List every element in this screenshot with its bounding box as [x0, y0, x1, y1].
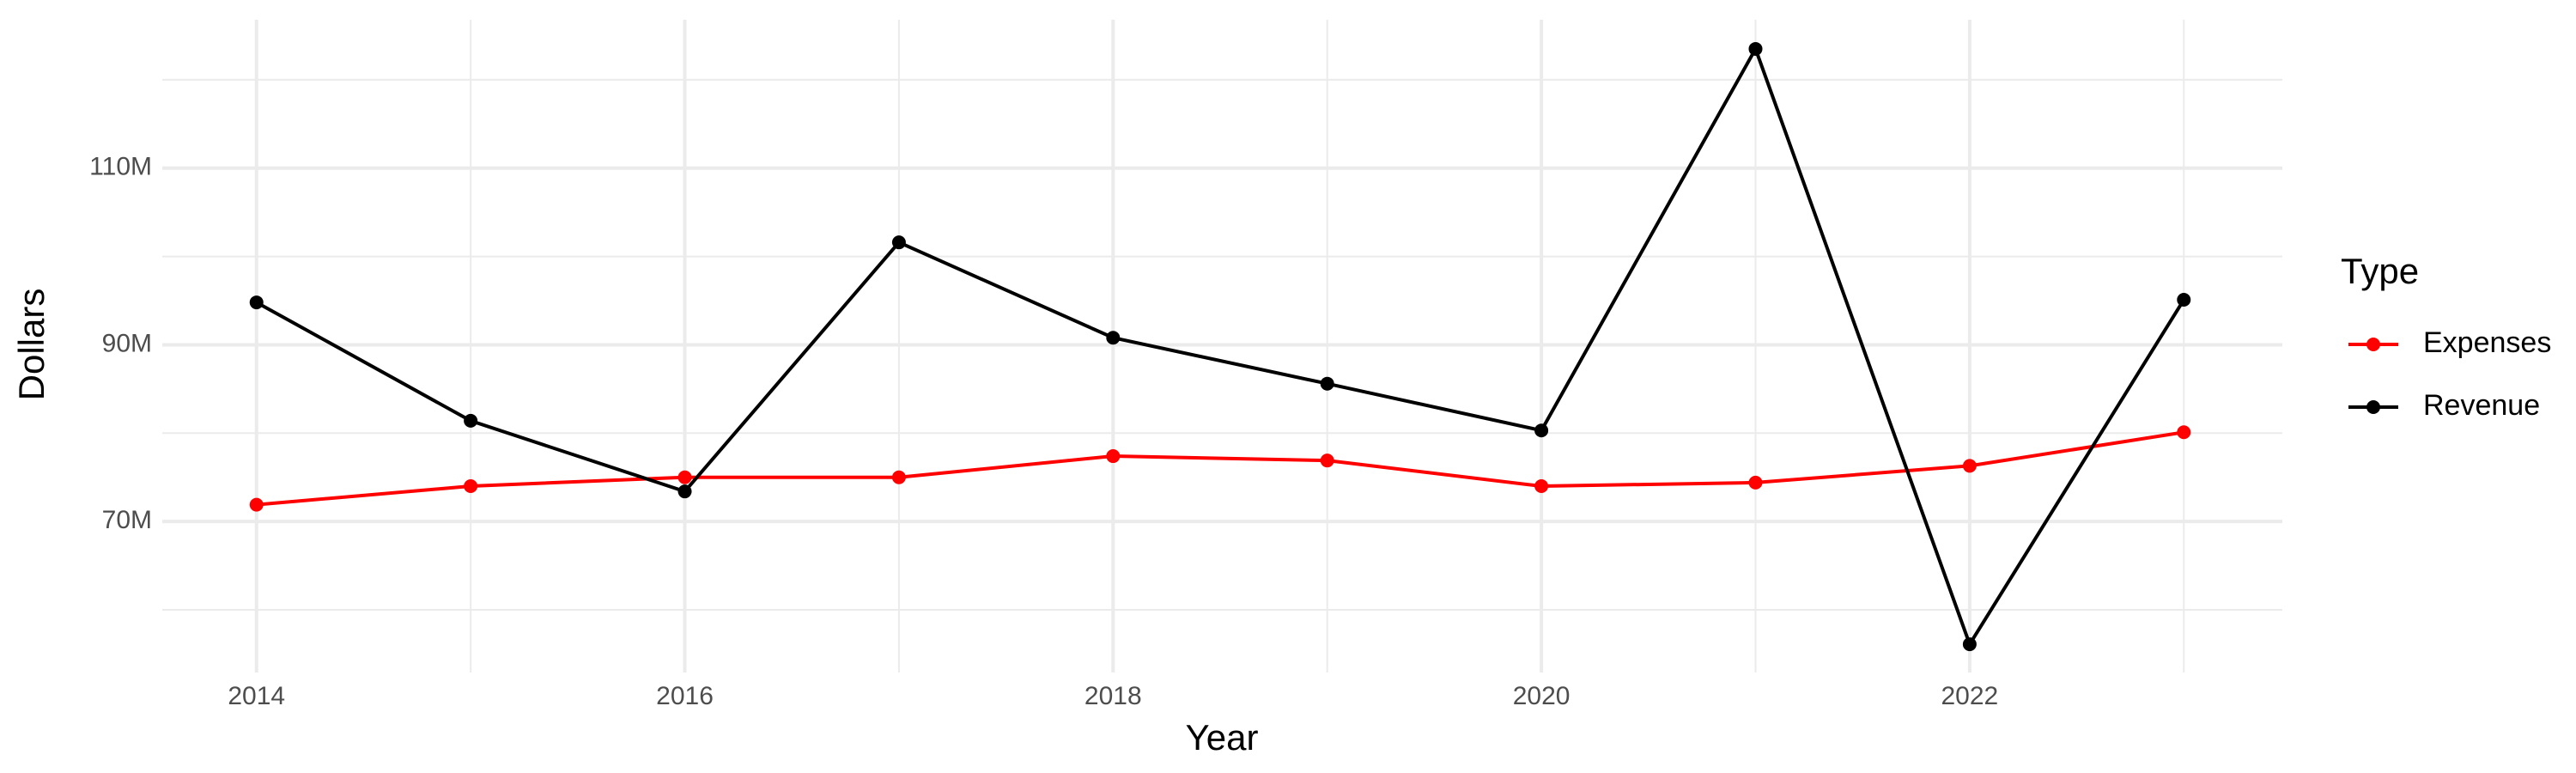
- data-point: [464, 479, 478, 494]
- legend-label: Revenue: [2423, 389, 2540, 422]
- legend-label: Expenses: [2423, 326, 2551, 359]
- data-point: [2177, 425, 2191, 440]
- x-tick-label: 2020: [1513, 682, 1571, 710]
- y-tick-label: 90M: [102, 329, 152, 357]
- legend-title: Type: [2341, 251, 2419, 291]
- data-point: [677, 470, 692, 484]
- data-point: [2177, 293, 2191, 307]
- data-point: [249, 497, 264, 512]
- x-tick-label: 2018: [1084, 682, 1142, 710]
- data-point: [1962, 459, 1977, 473]
- data-point: [677, 484, 692, 499]
- data-point: [1106, 449, 1121, 464]
- series-line: [256, 430, 2184, 507]
- legend-marker: [2366, 338, 2380, 351]
- data-point: [1748, 41, 1763, 56]
- data-point: [891, 470, 906, 484]
- y-axis-title: Dollars: [11, 289, 52, 401]
- data-point: [464, 413, 478, 428]
- x-axis-title: Year: [1186, 717, 1259, 758]
- data-point: [1320, 453, 1334, 468]
- legend-marker: [2366, 400, 2380, 414]
- data-point: [891, 235, 906, 250]
- data-point: [1534, 423, 1549, 438]
- x-tick-label: 2016: [656, 682, 714, 710]
- y-tick-label: 70M: [102, 506, 152, 534]
- data-point: [1320, 376, 1334, 391]
- data-point: [1106, 331, 1121, 345]
- y-tick-label: 110M: [89, 153, 152, 181]
- data-point: [249, 295, 264, 310]
- x-tick-label: 2022: [1941, 682, 1999, 710]
- series-line: [255, 45, 2185, 648]
- x-tick-label: 2014: [228, 682, 285, 710]
- data-point: [1748, 475, 1763, 490]
- data-point: [1962, 637, 1977, 652]
- data-point: [1534, 479, 1549, 494]
